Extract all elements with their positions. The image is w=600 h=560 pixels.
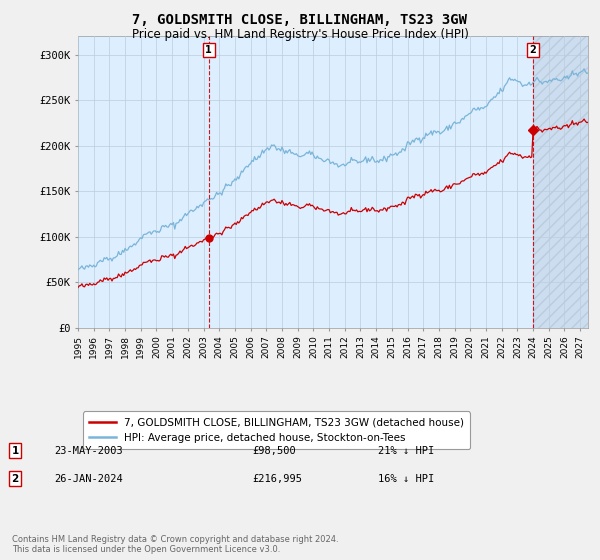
Bar (533, 36, 588, 328)
Legend: 7, GOLDSMITH CLOSE, BILLINGHAM, TS23 3GW (detached house), HPI: Average price, d: 7, GOLDSMITH CLOSE, BILLINGHAM, TS23 3GW… (83, 412, 470, 449)
Text: 26-JAN-2024: 26-JAN-2024 (54, 474, 123, 484)
Text: 7, GOLDSMITH CLOSE, BILLINGHAM, TS23 3GW: 7, GOLDSMITH CLOSE, BILLINGHAM, TS23 3GW (133, 13, 467, 27)
Text: £98,500: £98,500 (252, 446, 296, 456)
Text: 2: 2 (530, 45, 536, 55)
Text: 21% ↓ HPI: 21% ↓ HPI (378, 446, 434, 456)
Text: 23-MAY-2003: 23-MAY-2003 (54, 446, 123, 456)
Text: 2: 2 (11, 474, 19, 484)
Text: £216,995: £216,995 (252, 474, 302, 484)
Text: Contains HM Land Registry data © Crown copyright and database right 2024.
This d: Contains HM Land Registry data © Crown c… (12, 535, 338, 554)
Bar (533, 36, 588, 328)
Text: 1: 1 (11, 446, 19, 456)
Text: 16% ↓ HPI: 16% ↓ HPI (378, 474, 434, 484)
Text: 1: 1 (205, 45, 212, 55)
Text: Price paid vs. HM Land Registry's House Price Index (HPI): Price paid vs. HM Land Registry's House … (131, 28, 469, 41)
